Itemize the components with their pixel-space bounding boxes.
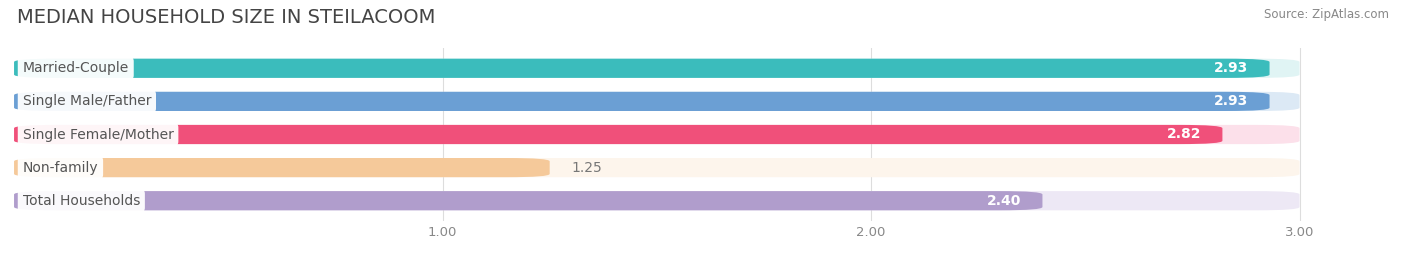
FancyBboxPatch shape [14, 92, 1299, 111]
Text: 2.82: 2.82 [1167, 128, 1201, 141]
FancyBboxPatch shape [14, 125, 1299, 144]
FancyBboxPatch shape [14, 158, 1299, 177]
Text: MEDIAN HOUSEHOLD SIZE IN STEILACOOM: MEDIAN HOUSEHOLD SIZE IN STEILACOOM [17, 8, 436, 27]
FancyBboxPatch shape [14, 92, 1270, 111]
Text: Source: ZipAtlas.com: Source: ZipAtlas.com [1264, 8, 1389, 21]
FancyBboxPatch shape [14, 59, 1299, 78]
FancyBboxPatch shape [14, 59, 1270, 78]
FancyBboxPatch shape [14, 191, 1299, 210]
FancyBboxPatch shape [14, 125, 1222, 144]
Text: 2.93: 2.93 [1213, 61, 1249, 75]
Text: 2.40: 2.40 [987, 194, 1021, 208]
Text: 2.93: 2.93 [1213, 94, 1249, 108]
Text: Single Female/Mother: Single Female/Mother [22, 128, 173, 141]
Text: Non-family: Non-family [22, 161, 98, 175]
FancyBboxPatch shape [14, 158, 550, 177]
Text: Single Male/Father: Single Male/Father [22, 94, 150, 108]
Text: Married-Couple: Married-Couple [22, 61, 129, 75]
Text: 1.25: 1.25 [571, 161, 602, 175]
FancyBboxPatch shape [14, 191, 1042, 210]
Text: Total Households: Total Households [22, 194, 141, 208]
